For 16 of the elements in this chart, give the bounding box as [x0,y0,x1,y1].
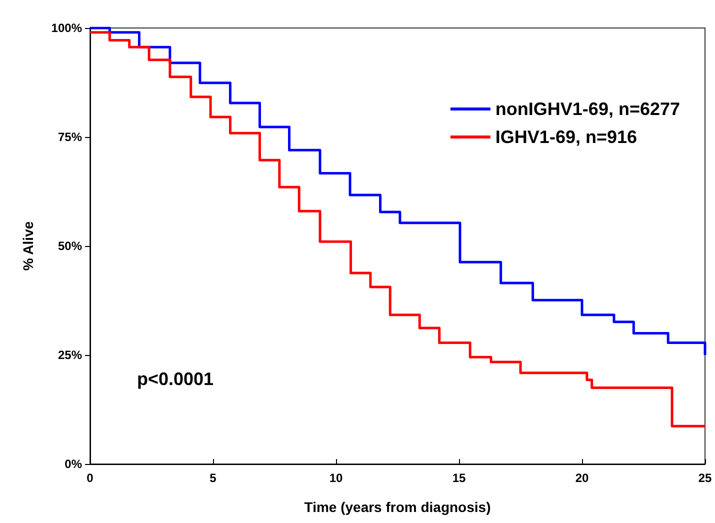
y-tick-label: 50% [58,239,82,253]
y-tick-label: 25% [58,348,82,362]
x-tick-label: 0 [86,471,94,485]
x-tick-label: 20 [575,471,589,485]
annotation: p<0.0001 [137,369,214,389]
x-tick-label: 25 [698,471,712,485]
x-axis-title: Time (years from diagnosis) [304,499,491,515]
y-tick-label: 75% [58,130,82,144]
y-axis-title: % Alive [20,221,36,271]
x-tick-label: 5 [210,471,217,485]
x-tick-label: 15 [452,471,466,485]
y-tick-label: 0% [64,457,82,471]
legend-label: IGHV1-69, n=916 [495,127,638,147]
y-tick-label: 100% [51,21,82,35]
legend-label: nonIGHV1-69, n=6277 [495,99,680,119]
x-tick-label: 10 [329,471,343,485]
